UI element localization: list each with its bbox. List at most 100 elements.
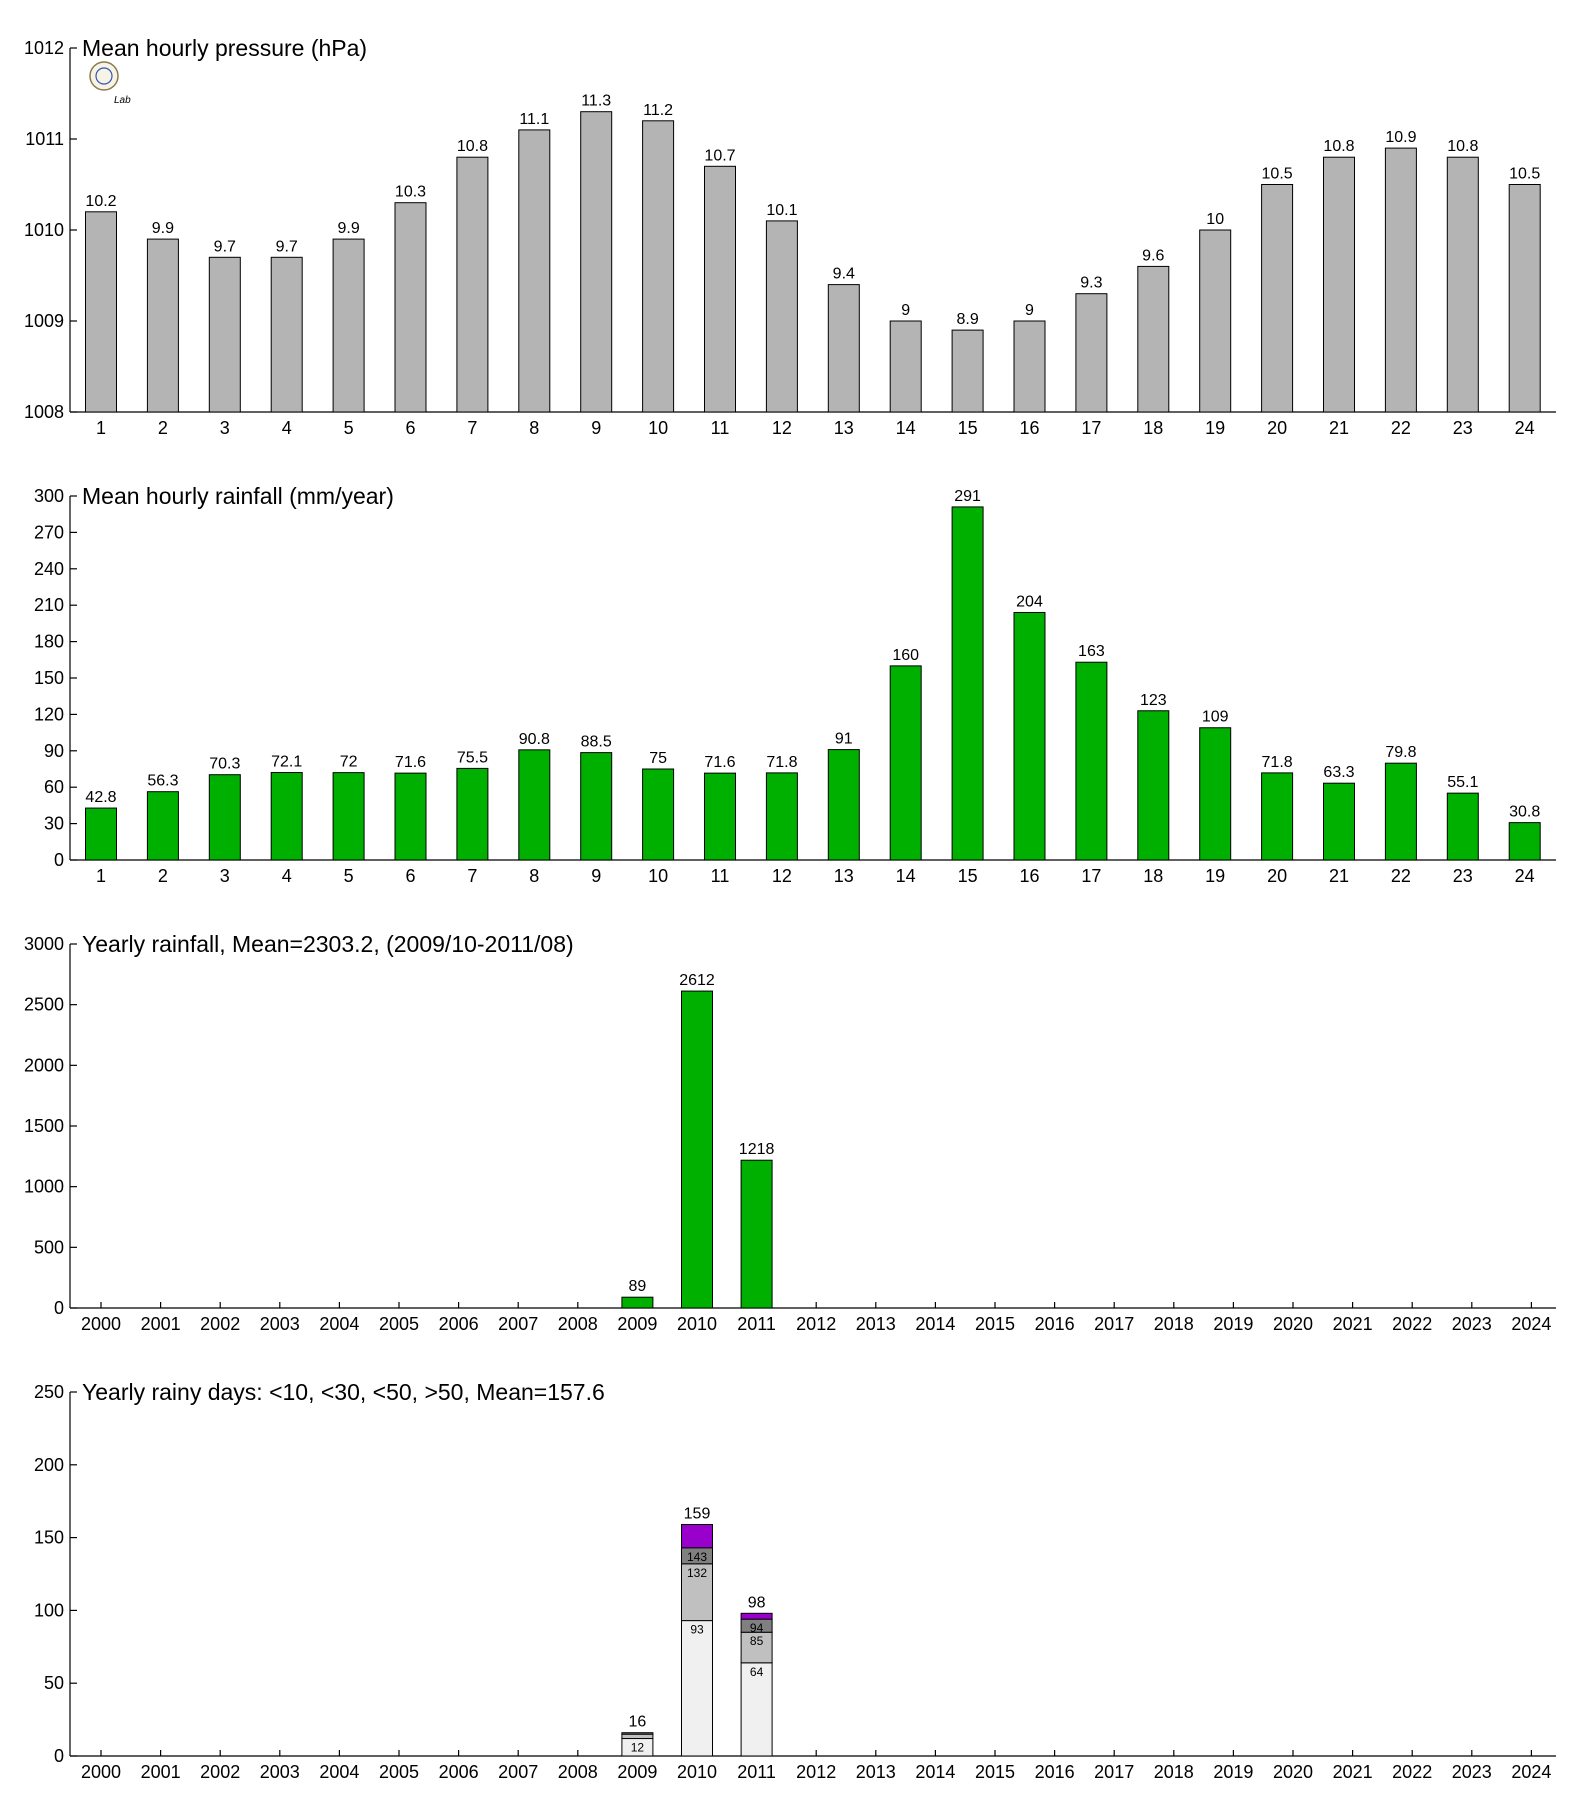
x-tick-label: 2022 [1392,1314,1432,1334]
x-tick-label: 16 [1019,866,1039,886]
bar [85,211,117,413]
bar [765,220,798,413]
chart-panel-3: Yearly rainfall, Mean=2303.2, (2009/10-2… [24,931,1556,1334]
bar [332,238,365,413]
x-tick-label: 20 [1267,418,1287,438]
x-tick-label: 2018 [1154,1762,1194,1782]
y-tick-label: 250 [34,1382,64,1402]
data-label: 9 [1025,302,1034,319]
data-label: 71.8 [766,754,797,771]
bar [456,156,489,413]
x-tick-label: 2019 [1213,1762,1253,1782]
y-tick-label: 2000 [24,1055,64,1075]
x-tick-label: 2003 [260,1762,300,1782]
bar [270,772,303,861]
y-tick-label: 150 [34,1528,64,1548]
x-tick-label: 2023 [1452,1314,1492,1334]
x-tick-label: 2008 [558,1314,598,1334]
chart-title: Yearly rainfall, Mean=2303.2, (2009/10-2… [82,931,574,957]
x-tick-label: 2000 [81,1314,121,1334]
logo-seal-icon [89,61,119,91]
bar [1075,661,1108,861]
bar [889,665,922,861]
data-label: 9.7 [276,238,298,255]
bar [580,752,613,861]
data-label: 9.9 [337,220,359,237]
data-label: 90.8 [519,731,550,748]
data-label: 8.9 [956,311,978,328]
x-tick-label: 2007 [498,1314,538,1334]
x-tick-label: 19 [1205,418,1225,438]
x-tick-label: 3 [220,418,230,438]
x-tick-label: 2002 [200,1762,240,1782]
x-tick-label: 2024 [1511,1314,1551,1334]
y-tick-label: 3000 [24,934,64,954]
bar [704,772,736,861]
x-tick-label: 19 [1205,866,1225,886]
bar [146,238,179,413]
x-tick-label: 20 [1267,866,1287,886]
x-tick-label: 2009 [617,1762,657,1782]
bar [1261,772,1294,861]
y-tick-label: 60 [44,777,64,797]
segment-label: 85 [750,1634,764,1648]
x-tick-label: 2020 [1273,1314,1313,1334]
x-tick-label: 7 [467,866,477,886]
data-label: 71.6 [704,754,735,771]
bar [518,129,551,413]
data-label: 75 [649,750,667,767]
x-tick-label: 6 [405,418,415,438]
x-tick-label: 2000 [81,1762,121,1782]
x-tick-label: 2 [158,418,168,438]
x-tick-label: 2005 [379,1314,419,1334]
segment-label: 143 [687,1550,707,1564]
x-tick-label: 2009 [617,1314,657,1334]
data-label: 10.8 [1323,138,1354,155]
x-tick-label: 2024 [1511,1762,1551,1782]
data-label: 10.8 [1447,138,1478,155]
x-tick-label: 2017 [1094,1762,1134,1782]
y-tick-label: 0 [54,850,64,870]
data-label: 98 [748,1594,766,1611]
data-label: 10.3 [395,184,426,201]
x-tick-label: 22 [1391,418,1411,438]
x-tick-label: 2018 [1154,1314,1194,1334]
data-label: 10.5 [1509,166,1540,183]
data-label: 75.5 [457,749,488,766]
y-tick-label: 200 [34,1455,64,1475]
x-tick-label: 2011 [737,1762,776,1782]
bar [1137,710,1170,861]
bar-segment [681,1620,713,1757]
bar [208,256,241,413]
x-tick-label: 23 [1453,866,1473,886]
x-tick-label: 8 [529,418,539,438]
bar [704,165,736,413]
x-tick-label: 2020 [1273,1762,1313,1782]
data-label: 70.3 [209,756,240,773]
y-tick-label: 1000 [24,1177,64,1197]
x-tick-label: 2004 [319,1314,359,1334]
data-label: 79.8 [1385,744,1416,761]
data-label: 30.8 [1509,804,1540,821]
x-tick-label: 24 [1515,418,1535,438]
bar [740,1159,773,1309]
data-label: 88.5 [581,734,612,751]
x-tick-label: 2019 [1213,1314,1253,1334]
y-tick-label: 0 [54,1298,64,1318]
y-tick-label: 50 [44,1673,64,1693]
x-tick-label: 3 [220,866,230,886]
data-label: 71.8 [1262,754,1293,771]
bar [1075,293,1108,413]
x-tick-label: 2010 [677,1314,717,1334]
x-tick-label: 8 [529,866,539,886]
chart-panel-2: Mean hourly rainfall (mm/year)0306090120… [34,483,1556,886]
bar [208,774,241,861]
data-label: 72 [340,754,358,771]
data-label: 2612 [679,972,715,989]
x-tick-label: 10 [648,418,668,438]
x-tick-label: 2015 [975,1314,1015,1334]
x-tick-label: 2002 [200,1314,240,1334]
x-tick-label: 2012 [796,1762,836,1782]
x-tick-label: 2016 [1035,1762,1075,1782]
